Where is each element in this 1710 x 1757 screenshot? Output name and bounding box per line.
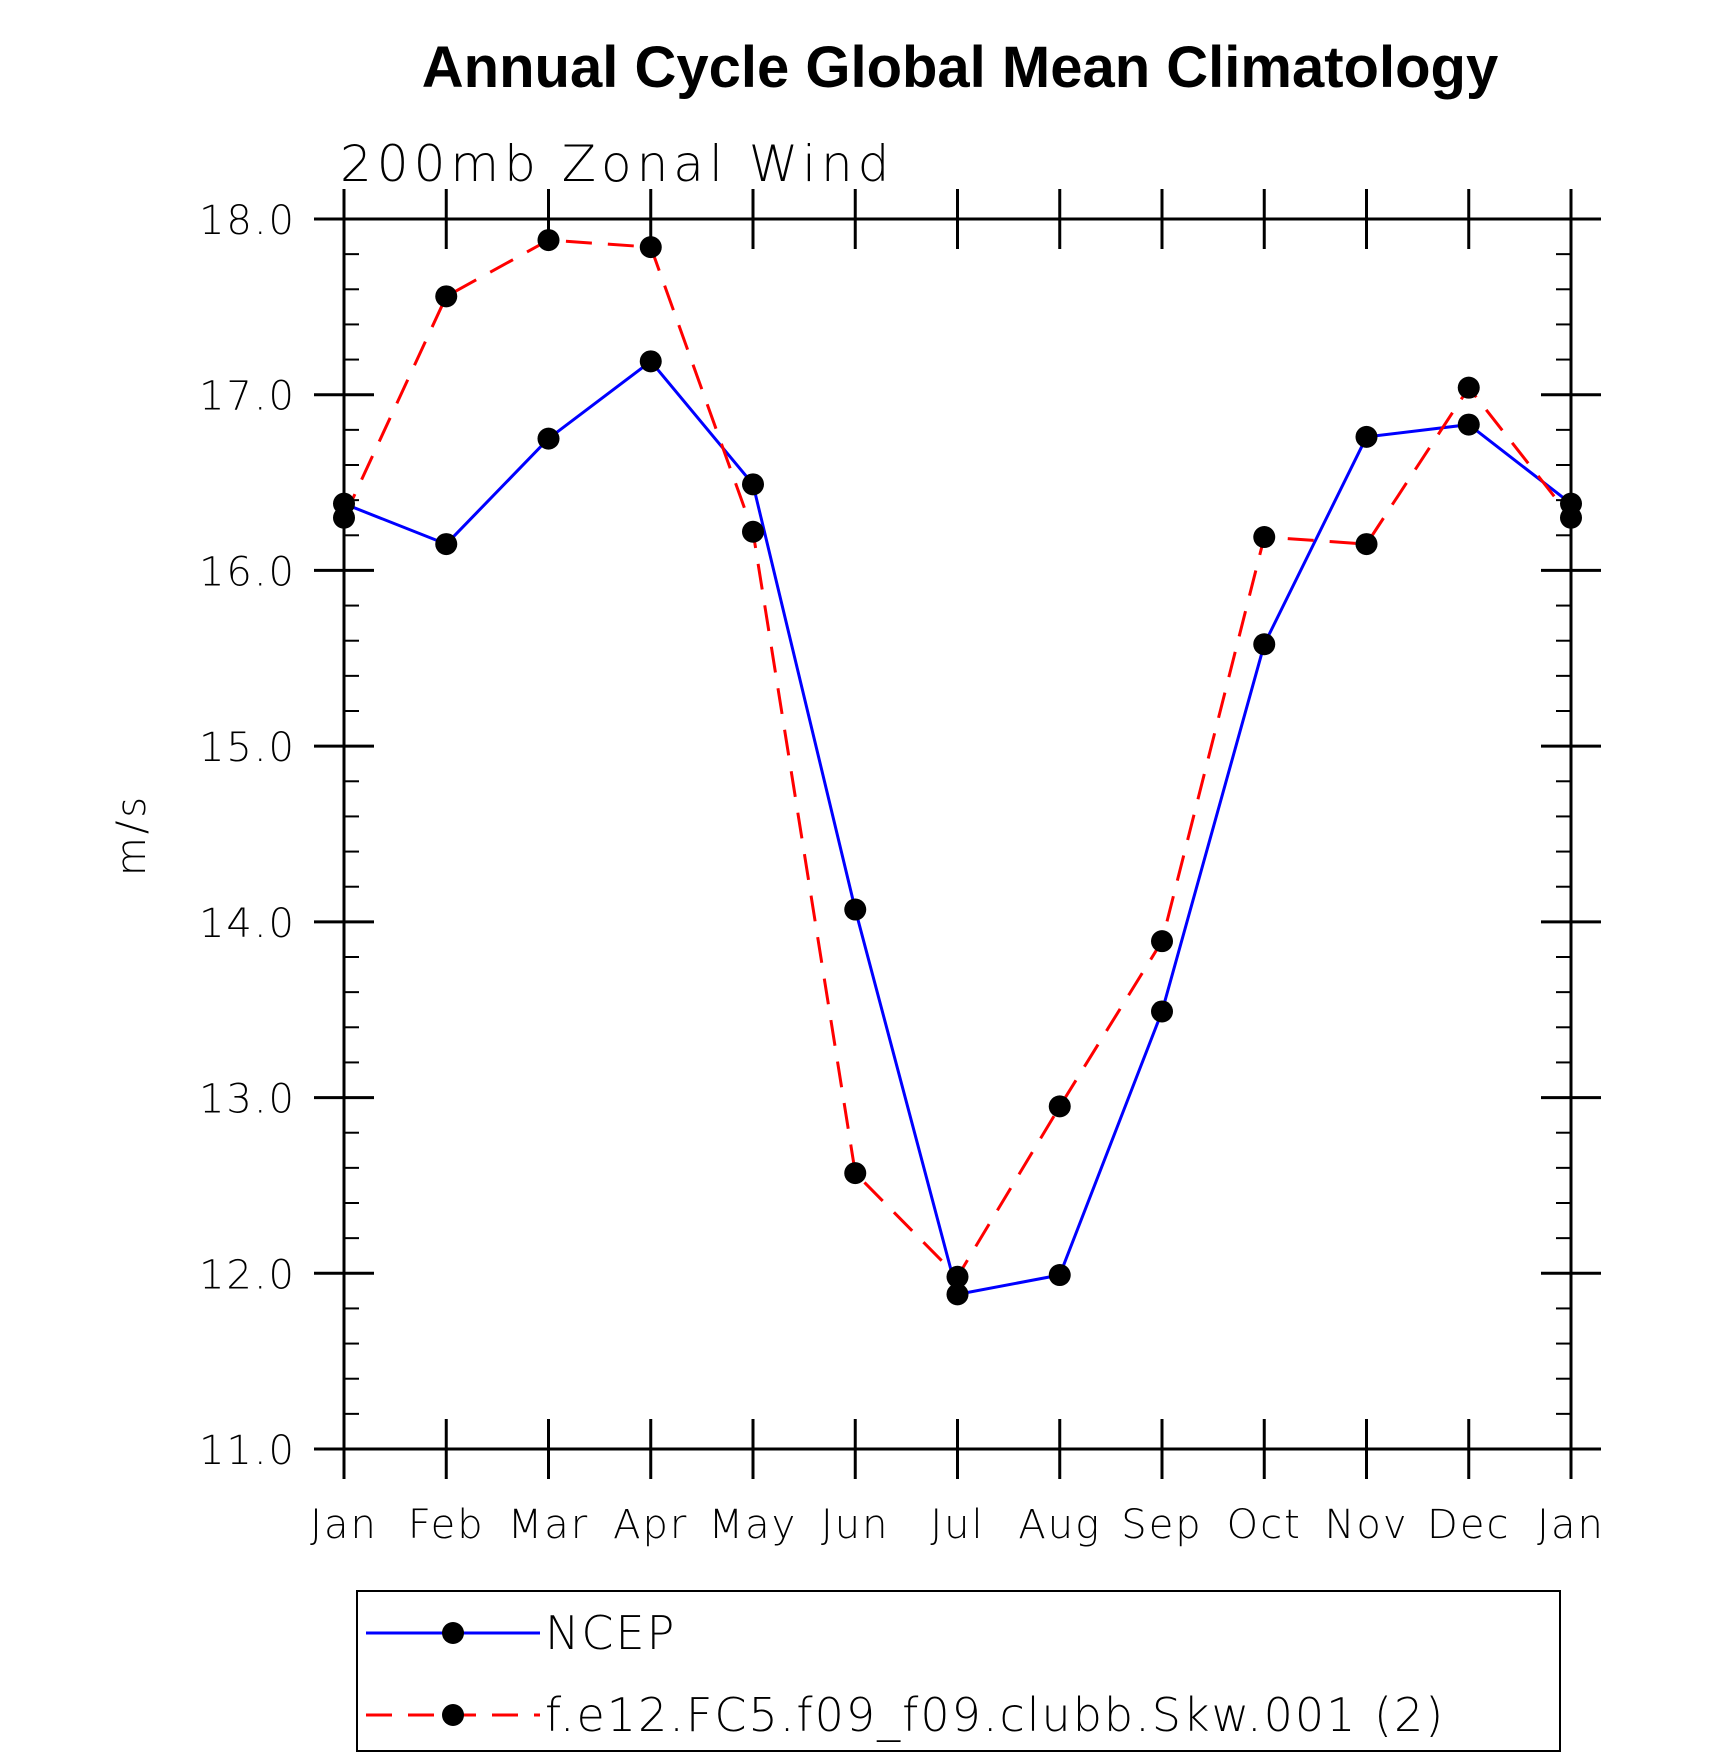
- data-point-series-1: [1253, 633, 1276, 656]
- data-point-series-2: [1560, 506, 1582, 529]
- series-lines: [342, 238, 1573, 1297]
- data-point-series-2: [537, 229, 560, 252]
- data-point-series-2: [946, 1265, 969, 1288]
- x-tick-labels: Jan Feb Mar Apr May Jun Jul Aug Sep Oct Nov Dec Jan: [310, 1502, 1605, 1548]
- x-tick-label: Jun: [821, 1502, 890, 1548]
- y-tick-label: 18.0: [199, 198, 296, 244]
- chart-title: Annual Cycle Global Mean Climatology: [422, 35, 1498, 100]
- x-tick-label: Oct: [1227, 1502, 1302, 1548]
- y-axis-label: m/s: [109, 794, 155, 876]
- legend-marker-1: [442, 1622, 464, 1644]
- data-point-series-2: [1048, 1095, 1071, 1118]
- x-tick-label: Sep: [1121, 1502, 1202, 1548]
- legend-marker-2: [442, 1704, 464, 1726]
- data-point-series-2: [742, 520, 764, 543]
- data-point-series-2: [435, 285, 458, 308]
- series-line-2: [342, 238, 1573, 1280]
- legend-label-1: NCEP: [545, 1606, 676, 1660]
- data-point-series-1: [1151, 1000, 1173, 1023]
- data-point-series-1: [742, 473, 764, 496]
- x-tick-label: Dec: [1427, 1502, 1510, 1548]
- axis-ticks: [314, 189, 1601, 1479]
- data-point-series-2: [844, 1162, 867, 1185]
- chart-subtitle: 200mb Zonal Wind: [340, 135, 894, 193]
- data-point-series-1: [1048, 1264, 1071, 1287]
- data-point-series-2: [1355, 533, 1378, 556]
- y-tick-label: 11.0: [199, 1428, 296, 1474]
- y-tick-label: 12.0: [199, 1252, 296, 1298]
- data-point-series-1: [844, 898, 867, 921]
- data-point-series-2: [639, 236, 662, 259]
- data-point-series-1: [435, 533, 458, 556]
- legend-label-2: f.e12.FC5.f09_f09.clubb.Skw.001 (2): [545, 1688, 1445, 1742]
- x-tick-label: Apr: [613, 1502, 688, 1548]
- data-point-series-1: [639, 350, 662, 373]
- series-line-1: [343, 359, 1572, 1297]
- plot-frame: [342, 217, 1573, 1451]
- data-point-series-2: [1151, 930, 1173, 953]
- y-tick-labels: 11.0 12.0 13.0 14.0 15.0 16.0 17.0 18.0: [199, 198, 296, 1474]
- x-tick-label: Aug: [1018, 1502, 1101, 1548]
- data-point-series-2: [1457, 376, 1480, 399]
- series-points: [333, 229, 1582, 1306]
- legend-box: [356, 1590, 1561, 1752]
- legend: NCEP f.e12.FC5.f09_f09.clubb.Skw.001 (2): [366, 1606, 1445, 1742]
- y-tick-label: 14.0: [199, 901, 296, 947]
- y-tick-label: 16.0: [199, 549, 296, 595]
- x-tick-label: Jan: [1537, 1502, 1605, 1548]
- x-tick-label: Nov: [1324, 1502, 1408, 1548]
- data-point-series-1: [1457, 413, 1480, 436]
- y-tick-label: 15.0: [199, 725, 296, 771]
- data-point-series-2: [333, 506, 355, 529]
- x-tick-label: Jul: [930, 1502, 984, 1548]
- x-tick-label: Feb: [408, 1502, 485, 1548]
- data-point-series-1: [1355, 425, 1378, 448]
- data-point-series-2: [1253, 526, 1276, 549]
- x-tick-label: Jan: [310, 1502, 378, 1548]
- x-tick-label: May: [709, 1502, 798, 1548]
- y-tick-label: 13.0: [199, 1077, 296, 1123]
- x-tick-label: Mar: [508, 1502, 589, 1548]
- y-tick-label: 17.0: [199, 374, 296, 420]
- data-point-series-1: [946, 1283, 969, 1306]
- data-point-series-1: [537, 427, 560, 450]
